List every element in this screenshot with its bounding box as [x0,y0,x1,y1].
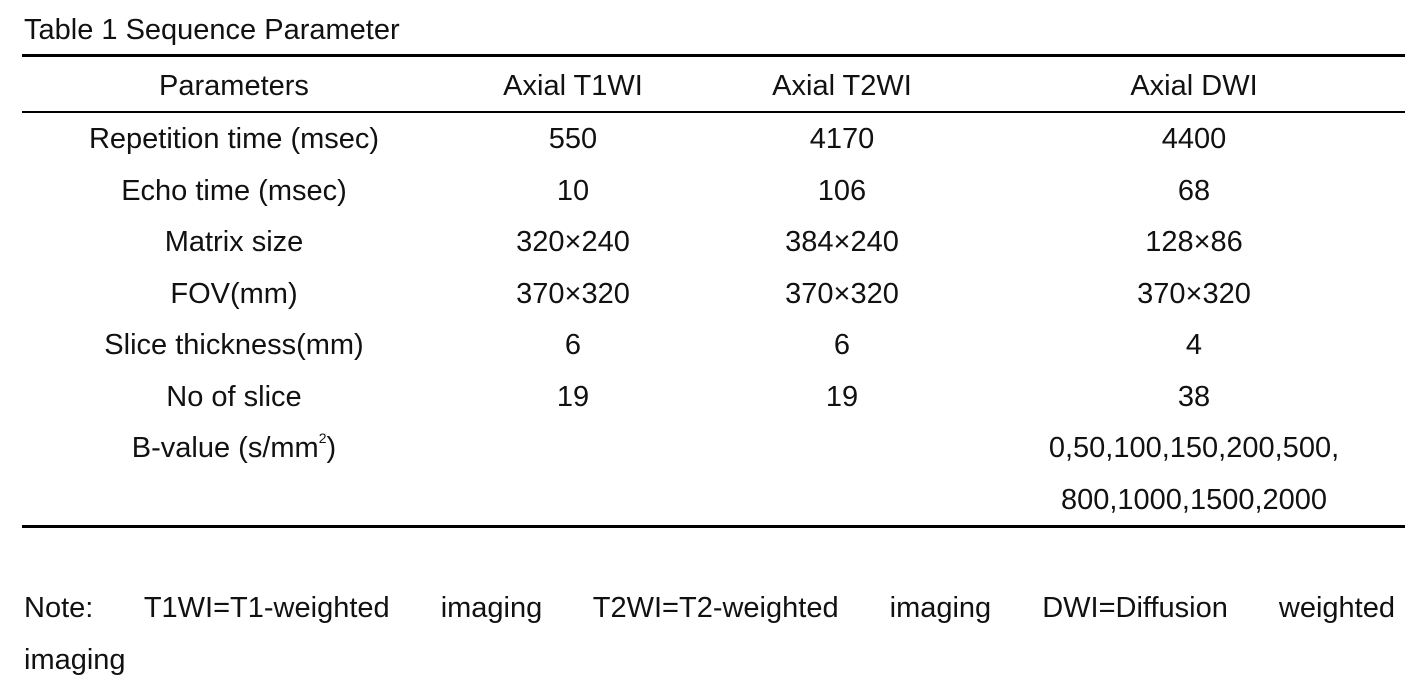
header-cell: Axial T2WI [772,70,912,102]
label-text: B-value (s/mm [131,432,319,464]
header-cell: Parameters [159,70,309,102]
table-cell: 38 [1177,380,1211,413]
header-cell: Axial T1WI [503,70,643,102]
table-cell: 19 [825,380,859,413]
row-label: Echo time (msec) [121,174,347,207]
table-cell: 550 [548,123,598,155]
row-label: Slice thickness(mm) [104,329,364,361]
table-cell: 4170 [809,123,875,155]
table-cell: 4 [1185,329,1203,361]
row-label: B-value (s/mm2) [24,430,444,466]
table-cell: 19 [556,380,590,413]
bottom-rule [22,525,1405,528]
table-cell: 68 [1177,174,1211,207]
note-line: Note: T1WI=T1-weighted imaging T2WI=T2-w… [24,592,1395,624]
row-label: Repetition time (msec) [88,123,380,155]
note-line: imaging [24,644,126,676]
table-cell: 6 [833,329,851,361]
table-cell: 320×240 [516,226,630,258]
table-cell: 370×320 [785,277,899,310]
table-cell: 384×240 [785,226,899,258]
table-cell: 4400 [1161,123,1227,155]
header-rule [22,111,1405,113]
header-cell: Axial DWI [1130,70,1258,102]
table-cell: 6 [564,329,582,361]
table-cell: 128×86 [1145,226,1243,258]
top-rule [22,54,1405,57]
table-cell: 10 [556,174,590,207]
table-cell: 370×320 [1137,277,1251,310]
table-cell: 106 [817,174,867,207]
superscript: 2 [318,430,327,446]
label-text: ) [326,432,337,464]
row-label: No of slice [166,380,302,413]
table-title: Table 1 Sequence Parameter [24,14,400,46]
table-cell: 0,50,100,150,200,500, [1048,432,1340,464]
row-label: FOV(mm) [170,277,298,310]
row-label: Matrix size [164,226,304,258]
table-cell: 800,1000,1500,2000 [1060,483,1328,516]
table-cell: 370×320 [516,277,630,310]
